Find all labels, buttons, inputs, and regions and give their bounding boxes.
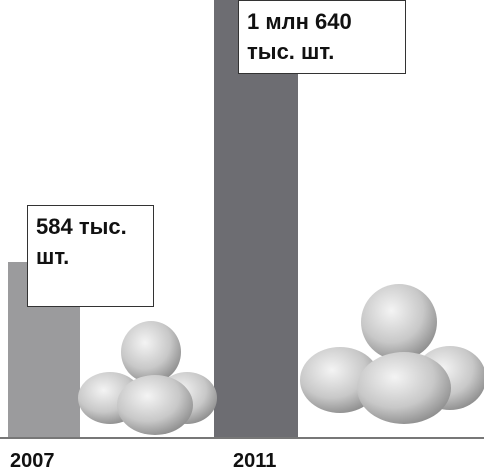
x-tick-label: 2007 <box>10 450 55 473</box>
eggs-2011 <box>300 284 484 424</box>
x-tick-label: 2011 <box>233 450 276 473</box>
value-label: 1 млн 640 тыс. шт. <box>238 0 406 74</box>
chart: 584 тыс. шт. 2007 1 млн 640 тыс. шт. 2011 <box>0 0 484 474</box>
eggs-2007 <box>78 321 217 435</box>
value-label: 584 тыс. шт. <box>27 205 154 307</box>
egg <box>361 284 437 360</box>
egg <box>117 375 193 435</box>
egg <box>121 321 181 383</box>
egg <box>357 352 451 424</box>
